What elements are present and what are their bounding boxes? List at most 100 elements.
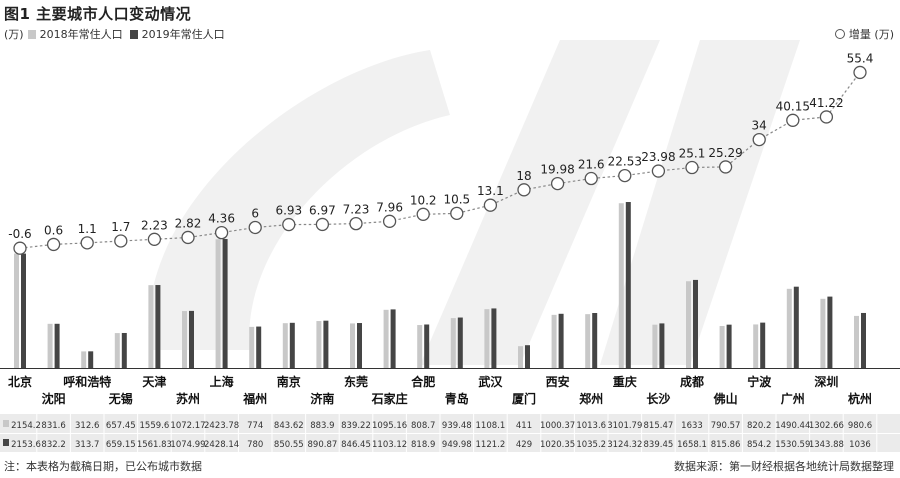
change-point [853,65,867,80]
change-point [517,183,531,197]
chart-title: 图1 主要城市人口变动情况 [4,5,192,23]
bar-2018 [350,323,355,368]
legend-swatch-2019 [129,29,138,39]
city-label: 济南 [310,391,334,406]
table-value-2018: 883.9 [310,421,334,431]
bar-2019 [793,286,799,368]
watermark-shape [420,40,660,365]
change-label: 41.22 [809,96,843,110]
table-value-2018: 939.48 [442,421,472,431]
table-value-2018: 3101.79 [607,421,642,431]
bar-2018 [753,324,759,368]
watermark-shape [148,50,450,350]
city-label: 广州 [781,391,805,406]
change-label: 10.2 [410,193,437,207]
bar-2019 [222,239,228,368]
bar-2019 [424,324,430,368]
table-value-2019: 850.55 [274,440,304,450]
table-value-2018: 1013.6 [576,421,606,431]
watermark-shape [600,40,800,365]
city-label: 厦门 [512,391,536,406]
change-label: 2.23 [141,218,168,232]
city-label: 南京 [277,374,301,389]
change-point [382,214,397,228]
change-point [13,241,27,255]
table-value-2018: 1095.16 [372,421,407,431]
bar-2018 [719,326,725,368]
city-label: 呼和浩特 [63,374,111,389]
table-value-2018: 1490.44 [775,421,810,431]
bar-2019 [491,308,497,368]
table-value-2019: 2428.14 [204,440,239,450]
table-value-2019: 818.9 [411,440,435,450]
bar-2018 [652,324,658,368]
change-point [483,198,498,212]
table-value-2019: 1036 [849,440,871,450]
change-point [349,216,363,231]
bar-2018 [518,346,523,368]
change-point [214,225,229,240]
bar-2018 [114,333,120,368]
bar-2018 [282,323,288,368]
change-point [416,207,430,221]
bar-2018 [47,323,53,368]
table-value-2019: 1658.1 [677,440,707,450]
change-point [248,220,262,235]
city-label: 北京 [8,374,32,389]
bar-2019 [625,202,631,368]
table-value-2018: 2154.2 [11,421,41,431]
bar-2019 [558,313,564,368]
table-value-2019: 1103.12 [372,440,407,450]
table-value-2019: 890.87 [308,440,338,450]
bar-2019 [726,324,732,368]
table-value-2018: 2423.78 [204,421,239,431]
change-label: 10.5 [443,192,470,206]
table-value-2019: 854.2 [747,440,771,450]
city-label: 石家庄 [371,391,408,406]
table-value-2019: 949.98 [442,440,472,450]
city-label: 东莞 [344,374,368,389]
change-label: 7.96 [376,200,403,214]
bar-2018 [854,315,859,368]
bar-2018 [618,203,624,368]
bar-2018 [585,314,591,368]
bar-2019 [525,345,530,368]
change-point [618,168,632,183]
city-label: 青岛 [445,391,469,406]
change-label: 6.93 [275,204,302,218]
change-label: 0.6 [44,223,63,237]
legend-circle-icon [834,29,845,39]
change-label: 19.98 [540,163,574,177]
bar-2019 [289,322,295,368]
table-value-2019: 780 [247,440,263,450]
bar-2019 [121,332,127,368]
bar-2019 [189,310,194,368]
change-point [147,232,162,246]
city-label: 合肥 [411,374,435,389]
bar-2019 [760,322,766,368]
city-label: 佛山 [713,391,738,406]
city-label: 深圳 [814,374,838,389]
bar-2019 [592,313,598,368]
change-label: 55.4 [847,51,874,65]
change-point [651,164,666,178]
table-value-2019: 1035.2 [576,440,606,450]
table-value-2018: 980.6 [848,421,872,431]
bar-2018 [81,351,87,368]
table-value-2019: 1020.35 [540,440,575,450]
bar-2018 [182,311,187,368]
city-label: 福州 [242,391,267,406]
table-value-2018: 411 [516,421,532,431]
table-value-2019: 2153.6 [11,440,41,450]
city-label: 苏州 [176,391,200,406]
bar-2019 [21,253,26,368]
unit-label: (万) [4,28,24,41]
bar-2018 [484,309,490,368]
bar-2018 [820,298,826,368]
change-label: 1.1 [78,222,97,236]
city-label: 成都 [680,374,704,389]
table-value-2019: 839.45 [644,440,674,450]
bar-2018 [14,253,19,368]
city-label: 杭州 [848,391,872,406]
